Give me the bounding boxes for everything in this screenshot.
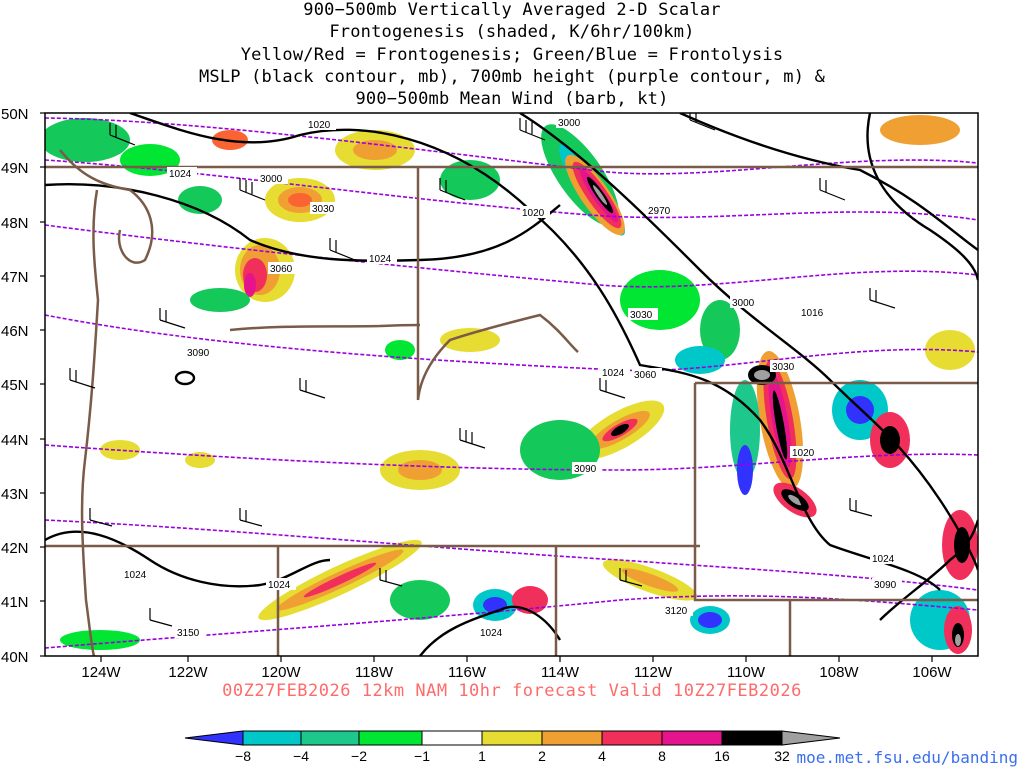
colorbar-label: −2: [351, 748, 367, 764]
colorbar-label: 4: [598, 748, 606, 764]
colorbar-swatch: [481, 730, 543, 746]
lon-label: 108W: [819, 664, 859, 681]
mslp-label: 1024: [124, 570, 147, 581]
lat-label: 49N: [1, 160, 29, 177]
height-label: 3030: [312, 204, 335, 215]
lon-label: 120W: [261, 664, 301, 681]
height-label: 2970: [648, 206, 671, 217]
colorbar-swatch: [541, 730, 603, 746]
lon-label: 106W: [912, 664, 952, 681]
lat-label: 40N: [1, 649, 29, 666]
colorbar: −8 −4 −2 −1 1 2 4 8 16 32: [184, 730, 841, 764]
colorbar-label: 32: [774, 748, 790, 764]
lat-label: 41N: [1, 594, 29, 611]
colorbar-swatch: [242, 730, 302, 746]
lat-label: 50N: [1, 106, 29, 123]
colorbar-label: −8: [235, 748, 251, 764]
lon-label: 112W: [634, 664, 673, 681]
height-label: 3060: [634, 370, 657, 381]
height-label: 3120: [665, 606, 688, 617]
colorbar-swatch: [300, 730, 360, 746]
height-label: 3030: [630, 310, 653, 321]
title-line-5: 900−500mb Mean Wind (barb, kt): [355, 89, 669, 109]
lat-label: 47N: [1, 269, 29, 286]
colorbar-swatch: [421, 730, 483, 746]
credit-link[interactable]: moe.met.fsu.edu/banding: [796, 748, 1018, 767]
colorbar-swatch: [721, 730, 783, 746]
lon-label: 118W: [355, 664, 394, 681]
colorbar-label: 2: [538, 748, 546, 764]
mslp-label: 1024: [872, 554, 895, 565]
height-label: 3090: [574, 464, 597, 475]
mslp-label: 1024: [602, 368, 625, 379]
lon-label: 122W: [168, 664, 208, 681]
mslp-label: 1020: [522, 208, 545, 219]
mslp-label: 1024: [169, 169, 192, 180]
height-label: 3000: [732, 298, 755, 309]
height-label: 3150: [177, 628, 200, 639]
height-label: 3090: [187, 348, 210, 359]
lat-label: 42N: [1, 540, 29, 557]
height-label: 3030: [772, 362, 795, 373]
height-label: 3060: [270, 264, 293, 275]
title-line-1: 900−500mb Vertically Averaged 2-D Scalar: [303, 0, 721, 20]
colorbar-label: −1: [414, 748, 430, 764]
lat-label: 43N: [1, 486, 29, 503]
colorbar-label: 8: [658, 748, 666, 764]
height-label: 3000: [260, 174, 283, 185]
lon-label: 114W: [541, 664, 580, 681]
valid-time-text: 00Z27FEB2026 12km NAM 10hr forecast Vali…: [222, 681, 802, 701]
colorbar-label: −4: [293, 748, 309, 764]
colorbar-swatch: [358, 730, 423, 746]
mslp-label: 1024: [480, 628, 503, 639]
longitude-axis: 124W 122W 120W 118W 116W 114W 112W 110W …: [81, 656, 952, 681]
mslp-label: 1020: [308, 120, 331, 131]
boundaries: [45, 149, 978, 656]
lat-label: 45N: [1, 377, 29, 394]
mslp-contours: [45, 113, 978, 656]
height-label: 3090: [874, 580, 897, 591]
colorbar-label: 1: [478, 748, 486, 764]
mslp-label: 1016: [801, 308, 824, 319]
title-line-2: Frontogenesis (shaded, K/6hr/100km): [329, 22, 695, 42]
mslp-label: 1024: [369, 254, 392, 265]
height-label: 3000: [558, 118, 581, 129]
colorbar-swatch: [184, 730, 244, 746]
lat-label: 46N: [1, 323, 29, 340]
colorbar-swatch: [781, 730, 841, 746]
contour-labels: 1020 1024 1020 1024 1024 1016 1020 1024 …: [122, 116, 902, 639]
lat-label: 44N: [1, 432, 29, 449]
lat-label: 48N: [1, 215, 29, 232]
wind-barbs: [69, 113, 896, 627]
title-line-3: Yellow/Red = Frontogenesis; Green/Blue =…: [240, 45, 784, 65]
colorbar-swatch: [601, 730, 663, 746]
title-line-4: MSLP (black contour, mb), 700mb height (…: [198, 67, 826, 87]
colorbar-swatch: [661, 730, 723, 746]
latitude-axis: 50N 49N 48N 47N 46N 45N 44N 43N 42N 41N …: [1, 106, 45, 666]
lon-label: 124W: [81, 664, 121, 681]
mslp-label: 1020: [792, 448, 815, 459]
colorbar-label: 16: [714, 748, 730, 764]
lon-label: 110W: [727, 664, 766, 681]
lon-label: 116W: [448, 664, 487, 681]
mslp-label: 1024: [268, 580, 291, 591]
